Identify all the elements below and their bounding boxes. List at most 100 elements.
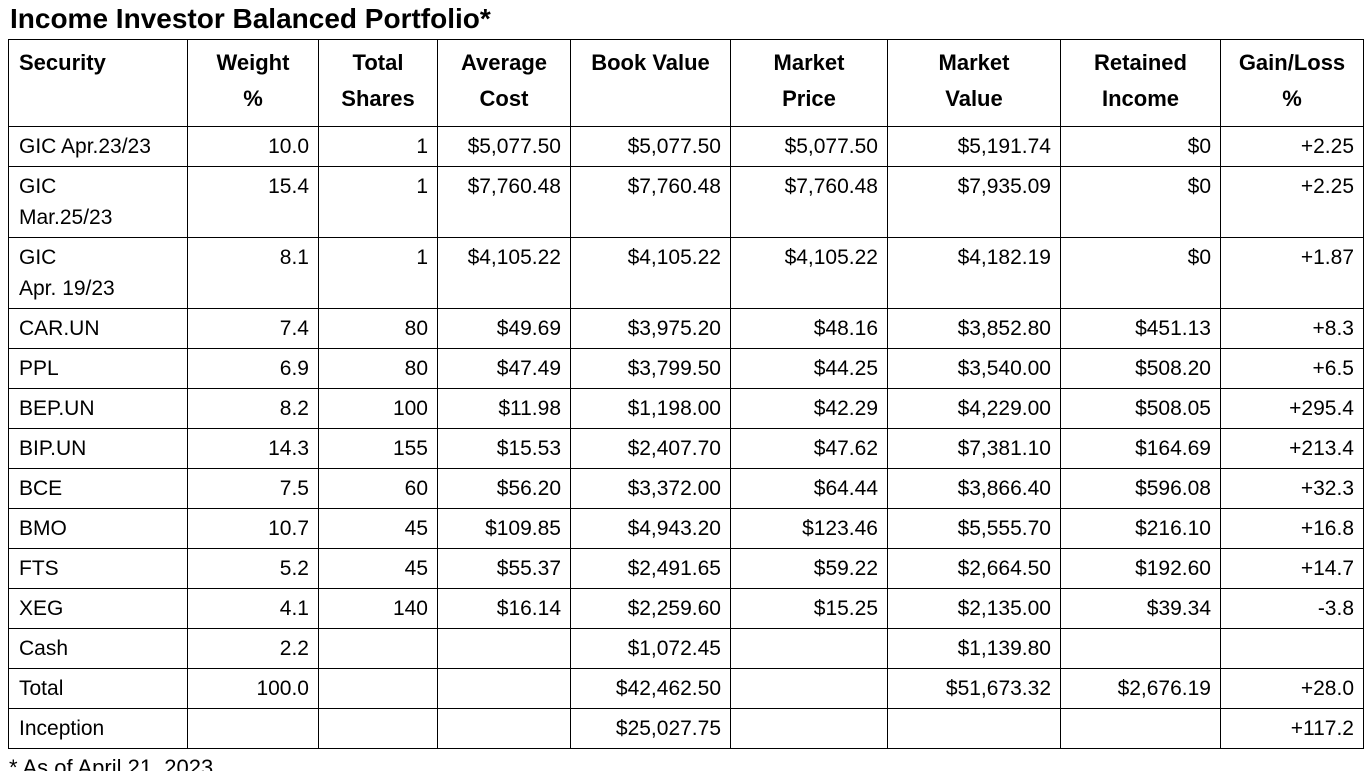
cell-average-cost: $49.69 xyxy=(437,308,571,349)
cell-retained-income xyxy=(1060,708,1221,749)
table-row: BEP.UN 8.2 100 $11.98 $1,198.00 $42.29 $4,229.… xyxy=(8,388,1364,429)
cell-total-shares: 140 xyxy=(318,588,438,629)
table-body: GIC Apr.23/23 10.0 1 $5,077.50 $5,077.50 $5,0… xyxy=(8,126,1364,749)
cell-average-cost: $16.14 xyxy=(437,588,571,629)
cell-book-value: $1,198.00 xyxy=(570,388,731,429)
cell-market-price xyxy=(730,668,888,709)
cell-average-cost: $5,077.50 xyxy=(437,126,571,167)
cell-book-value: $42,462.50 xyxy=(570,668,731,709)
cell-market-price: $59.22 xyxy=(730,548,888,589)
table-row: BIP.UN 14.3 155 $15.53 $2,407.70 $47.62 $7,381… xyxy=(8,428,1364,469)
column-header-market-value: Market Value xyxy=(887,39,1061,127)
cell-book-value: $4,943.20 xyxy=(570,508,731,549)
cell-average-cost xyxy=(437,708,571,749)
cell-market-price: $47.62 xyxy=(730,428,888,469)
cell-average-cost xyxy=(437,628,571,669)
cell-retained-income: $596.08 xyxy=(1060,468,1221,509)
cell-average-cost: $56.20 xyxy=(437,468,571,509)
cell-retained-income: $508.20 xyxy=(1060,348,1221,389)
table-row: Cash 2.2 $1,072.45 $1,139.80 xyxy=(8,628,1364,669)
cell-security: XEG xyxy=(8,588,188,629)
cell-total-shares: 45 xyxy=(318,508,438,549)
cell-market-price: $48.16 xyxy=(730,308,888,349)
cell-gain-loss-pct: +6.5 xyxy=(1220,348,1364,389)
cell-total-shares: 1 xyxy=(318,166,438,238)
cell-market-value: $7,381.10 xyxy=(887,428,1061,469)
cell-book-value: $2,407.70 xyxy=(570,428,731,469)
cell-security: CAR.UN xyxy=(8,308,188,349)
cell-gain-loss-pct: +2.25 xyxy=(1220,166,1364,238)
table-row: Inception $25,027.75 +117.2 xyxy=(8,708,1364,749)
cell-market-value: $3,852.80 xyxy=(887,308,1061,349)
table-row: FTS 5.2 45 $55.37 $2,491.65 $59.22 $2,664.50 $1… xyxy=(8,548,1364,589)
table-row: XEG 4.1 140 $16.14 $2,259.60 $15.25 $2,135.00 $… xyxy=(8,588,1364,629)
cell-weight-pct: 15.4 xyxy=(187,166,319,238)
cell-market-price xyxy=(730,708,888,749)
cell-total-shares: 1 xyxy=(318,126,438,167)
cell-weight-pct xyxy=(187,708,319,749)
cell-total-shares: 45 xyxy=(318,548,438,589)
cell-gain-loss-pct xyxy=(1220,628,1364,669)
cell-market-value: $5,555.70 xyxy=(887,508,1061,549)
cell-average-cost: $4,105.22 xyxy=(437,237,571,309)
cell-gain-loss-pct: +8.3 xyxy=(1220,308,1364,349)
cell-market-price: $42.29 xyxy=(730,388,888,429)
table-row: GIC Mar.25/23 15.4 1 $7,760.48 $7,760.48 $7,7… xyxy=(8,166,1364,238)
table-row: PPL 6.9 80 $47.49 $3,799.50 $44.25 $3,540.00 $5… xyxy=(8,348,1364,389)
cell-market-value: $51,673.32 xyxy=(887,668,1061,709)
cell-average-cost: $55.37 xyxy=(437,548,571,589)
column-header-book-value: Book Value xyxy=(570,39,731,127)
cell-book-value: $2,259.60 xyxy=(570,588,731,629)
cell-retained-income: $451.13 xyxy=(1060,308,1221,349)
cell-weight-pct: 7.4 xyxy=(187,308,319,349)
cell-market-value: $3,540.00 xyxy=(887,348,1061,389)
cell-market-value: $1,139.80 xyxy=(887,628,1061,669)
cell-weight-pct: 10.0 xyxy=(187,126,319,167)
cell-market-price: $4,105.22 xyxy=(730,237,888,309)
cell-market-value: $7,935.09 xyxy=(887,166,1061,238)
cell-book-value: $2,491.65 xyxy=(570,548,731,589)
cell-weight-pct: 7.5 xyxy=(187,468,319,509)
column-header-weight-pct: Weight % xyxy=(187,39,319,127)
cell-market-price: $123.46 xyxy=(730,508,888,549)
table-row: GIC Apr.23/23 10.0 1 $5,077.50 $5,077.50 $5,0… xyxy=(8,126,1364,167)
cell-total-shares: 1 xyxy=(318,237,438,309)
cell-market-price xyxy=(730,628,888,669)
cell-market-value: $4,182.19 xyxy=(887,237,1061,309)
column-header-average-cost: Average Cost xyxy=(437,39,571,127)
cell-book-value: $1,072.45 xyxy=(570,628,731,669)
footnote: * As of April 21, 2023 xyxy=(9,755,214,771)
cell-security: Cash xyxy=(8,628,188,669)
cell-total-shares: 80 xyxy=(318,348,438,389)
header-row: Security Weight % Total Shares Average Cost… xyxy=(8,39,1364,127)
cell-gain-loss-pct: +14.7 xyxy=(1220,548,1364,589)
cell-security: GIC Apr.23/23 xyxy=(8,126,188,167)
cell-retained-income: $0 xyxy=(1060,126,1221,167)
cell-average-cost: $11.98 xyxy=(437,388,571,429)
cell-security: FTS xyxy=(8,548,188,589)
cell-weight-pct: 8.1 xyxy=(187,237,319,309)
cell-retained-income: $39.34 xyxy=(1060,588,1221,629)
cell-security: GIC Mar.25/23 xyxy=(8,166,188,238)
cell-gain-loss-pct: +213.4 xyxy=(1220,428,1364,469)
cell-weight-pct: 8.2 xyxy=(187,388,319,429)
table-row: BCE 7.5 60 $56.20 $3,372.00 $64.44 $3,866.40 $5… xyxy=(8,468,1364,509)
cell-book-value: $3,799.50 xyxy=(570,348,731,389)
cell-total-shares xyxy=(318,628,438,669)
cell-book-value: $25,027.75 xyxy=(570,708,731,749)
cell-gain-loss-pct: +117.2 xyxy=(1220,708,1364,749)
cell-market-value: $2,664.50 xyxy=(887,548,1061,589)
cell-total-shares: 155 xyxy=(318,428,438,469)
cell-security: PPL xyxy=(8,348,188,389)
cell-weight-pct: 5.2 xyxy=(187,548,319,589)
cell-book-value: $3,372.00 xyxy=(570,468,731,509)
table-header: Security Weight % Total Shares Average Cost… xyxy=(8,39,1364,127)
table-row: BMO 10.7 45 $109.85 $4,943.20 $123.46 $5,555.7… xyxy=(8,508,1364,549)
cell-retained-income: $164.69 xyxy=(1060,428,1221,469)
cell-security: BCE xyxy=(8,468,188,509)
cell-security: BMO xyxy=(8,508,188,549)
cell-book-value: $4,105.22 xyxy=(570,237,731,309)
cell-market-value: $2,135.00 xyxy=(887,588,1061,629)
cell-average-cost xyxy=(437,668,571,709)
